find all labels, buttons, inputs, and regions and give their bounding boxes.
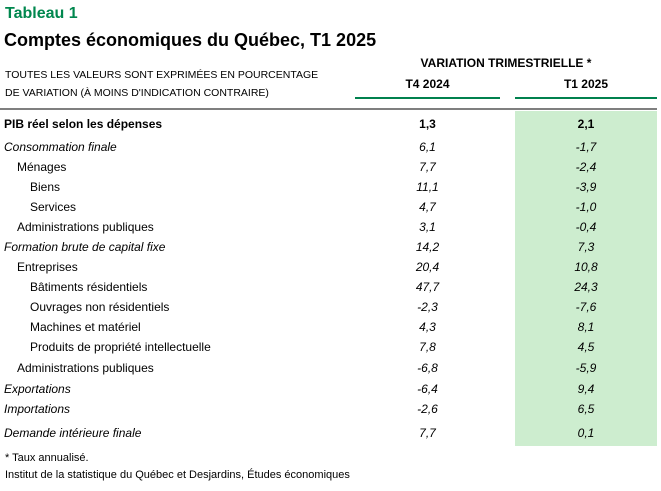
row-value-t1-2025: -5,9 [575,361,597,375]
row-value-t4-2024: 7,7 [419,425,436,440]
table-row: Entreprises 20,4 10,8 [0,257,657,277]
row-value-t1-2025: 6,5 [577,402,595,416]
row-value-t4-2024: -6,8 [417,361,438,375]
row-value-t4-2024: 3,1 [419,220,436,234]
row-value-t1-2025: 4,5 [577,340,595,354]
table-row: Administrations publiques 3,1 -0,4 [0,217,657,237]
column-header-t1-2025: T1 2025 [563,77,609,91]
units-note-line2: DE VARIATION (À MOINS D'INDICATION CONTR… [5,87,269,99]
t1-2025-highlight-column [515,111,657,446]
table-body: PIB réel selon les dépenses 1,3 2,1 Consomm… [0,111,657,446]
table-row: Ménages 7,7 -2,4 [0,157,657,177]
row-label: Demande intérieure finale [4,425,142,440]
row-value-t1-2025: -7,6 [575,300,597,314]
row-value-t1-2025: -2,4 [575,160,597,174]
table-row: Consommation finale 6,1 -1,7 [0,137,657,157]
row-value-t1-2025: -1,7 [575,140,597,154]
row-label: Formation brute de capital fixe [4,240,166,254]
row-value-t4-2024: 4,7 [419,200,436,214]
row-value-t1-2025: 0,1 [577,425,595,440]
row-value-t1-2025: -0,4 [575,220,597,234]
column-group-header: VARIATION TRIMESTRIELLE * [420,56,592,70]
row-value-t4-2024: -2,6 [417,402,438,416]
units-note-line1: TOUTES LES VALEURS SONT EXPRIMÉES EN POU… [5,69,319,81]
row-value-t4-2024: -6,4 [417,382,438,396]
table-row: Administrations publiques -6,8 -5,9 [0,357,657,379]
row-value-t4-2024: 6,1 [419,140,436,154]
table-row: Produits de propriété intellectuelle 7,8 4… [0,337,657,357]
row-label: Produits de propriété intellectuelle [30,340,211,354]
table-row: Formation brute de capital fixe 14,2 7,3 [0,237,657,257]
table-row: Importations -2,6 6,5 [0,399,657,419]
row-label: PIB réel selon les dépenses [4,117,163,131]
row-label: Machines et matériel [30,320,141,334]
table-number-label: Tableau 1 [5,5,78,22]
header-rule [0,108,657,110]
row-value-t4-2024: 4,3 [419,320,436,334]
row-value-t4-2024: 14,2 [415,240,440,254]
row-value-t4-2024: 7,7 [419,160,436,174]
row-label: Ménages [17,160,67,174]
row-value-t1-2025: 10,8 [574,260,598,274]
row-label: Consommation finale [4,140,117,154]
row-value-t1-2025: -3,9 [575,180,597,194]
row-value-t4-2024: 1,3 [419,117,436,131]
table-row: Services 4,7 -1,0 [0,197,657,217]
table-row: Demande intérieure finale 7,7 0,1 [0,419,657,446]
table-title: Comptes économiques du Québec, T1 2025 [4,30,377,50]
row-value-t1-2025: -1,0 [575,200,597,214]
table-row: Machines et matériel 4,3 8,1 [0,317,657,337]
row-label: Services [30,200,77,214]
table-row: Biens 11,1 -3,9 [0,177,657,197]
row-value-t4-2024: 11,1 [416,180,439,194]
row-label: Exportations [4,382,71,396]
table-row: PIB réel selon les dépenses 1,3 2,1 [0,111,657,137]
row-value-t4-2024: 47,7 [415,280,440,294]
footnote-source: Institut de la statistique du Québec et … [5,469,350,481]
row-value-t4-2024: 7,8 [419,340,436,354]
units-note: TOUTES LES VALEURS SONT EXPRIMÉES EN POU… [5,66,318,102]
row-value-t4-2024: -2,3 [417,300,438,314]
table-row: Bâtiments résidentiels 47,7 24,3 [0,277,657,297]
footnote-annualized-rate: * Taux annualisé. [5,452,89,464]
column-header-t4-2024: T4 2024 [405,77,450,91]
row-value-t1-2025: 8,1 [577,320,595,334]
row-label: Importations [4,402,71,416]
row-label: Ouvrages non résidentiels [30,300,170,314]
row-label: Bâtiments résidentiels [30,280,148,294]
row-value-t4-2024: 20,4 [415,260,440,274]
row-value-t1-2025: 9,4 [577,382,595,396]
column-underline-t4-2024 [355,97,500,99]
row-label: Administrations publiques [17,220,154,234]
table-row: Exportations -6,4 9,4 [0,379,657,399]
column-underline-t1-2025 [515,97,657,99]
row-value-t1-2025: 2,1 [577,117,595,131]
row-label: Biens [30,180,61,194]
row-value-t1-2025: 7,3 [577,240,595,254]
row-value-t1-2025: 24,3 [574,280,598,294]
table-row: Ouvrages non résidentiels -2,3 -7,6 [0,297,657,317]
row-label: Entreprises [17,260,78,274]
row-label: Administrations publiques [17,361,154,375]
